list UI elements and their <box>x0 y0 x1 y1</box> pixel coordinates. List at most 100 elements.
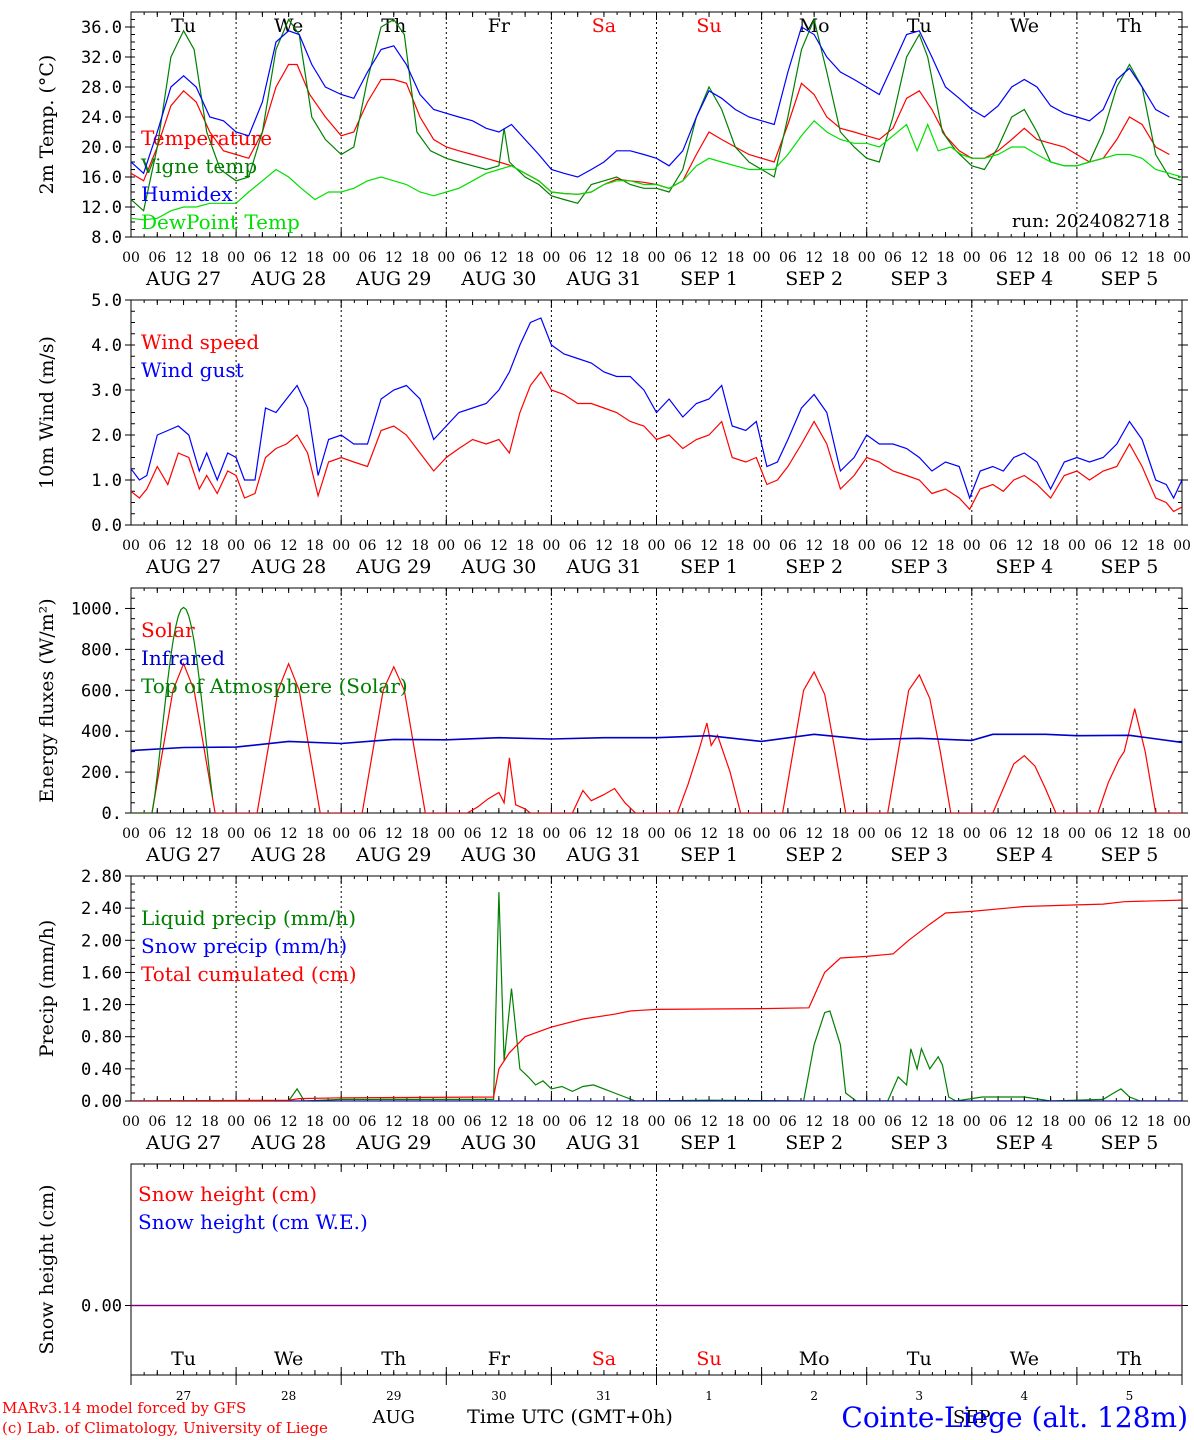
date-label: AUG 29 <box>355 844 431 866</box>
hour-tick-label: 12 <box>175 250 193 266</box>
hour-tick-label: 12 <box>280 538 298 554</box>
series-line-dewpoint-temp <box>131 119 1182 221</box>
date-label: SEP 5 <box>1101 1132 1159 1154</box>
date-label: AUG 29 <box>355 1132 431 1154</box>
day-number-label: 27 <box>176 1389 191 1403</box>
day-number-label: 30 <box>491 1389 506 1403</box>
hour-tick-label: 18 <box>306 250 324 266</box>
date-label: SEP 4 <box>995 844 1053 866</box>
hour-tick-label: 12 <box>910 1114 928 1130</box>
hour-tick-label: 18 <box>306 826 324 842</box>
series-line-wind-speed <box>131 370 1182 513</box>
hour-tick-label: 18 <box>1042 826 1060 842</box>
day-number-label: 31 <box>596 1389 611 1403</box>
hour-tick-label: 12 <box>805 250 823 266</box>
hour-tick-label: 06 <box>1094 250 1112 266</box>
hour-tick-label: 12 <box>490 538 508 554</box>
date-label: SEP 3 <box>890 268 948 290</box>
chart-panel-4: 0.00 0.40 0.80 1.20 1.60 2.00 2.40 2.80 Precip (… <box>36 867 1191 1154</box>
hour-tick-label: 18 <box>726 826 744 842</box>
y-tick-label: 5.0 <box>91 291 122 311</box>
date-label: AUG 31 <box>565 1132 641 1154</box>
hour-tick-label: 00 <box>1173 1114 1191 1130</box>
hour-tick-label: 12 <box>910 826 928 842</box>
series-line-total-cumulated-cm <box>131 899 1182 1101</box>
day-name-label: We <box>1010 1348 1039 1370</box>
date-label: AUG 28 <box>250 1132 326 1154</box>
y-tick-label: 12.0 <box>81 198 122 218</box>
y-tick-label: 8.0 <box>91 228 122 248</box>
hour-tick-label: 06 <box>569 1114 587 1130</box>
date-label: AUG 29 <box>355 556 431 578</box>
y-tick-label: 0. <box>102 804 122 824</box>
hour-tick-label: 06 <box>674 250 692 266</box>
day-name-label: Th <box>1117 1348 1142 1370</box>
hour-tick-label: 12 <box>385 250 403 266</box>
hour-tick-label: 00 <box>753 826 771 842</box>
chart-panel-5: 0.00 Snow height (cm) Tu We Th Fr Sa Su Mo Tu We Th… <box>36 1163 1188 1428</box>
hour-tick-label: 00 <box>963 1114 981 1130</box>
day-number-label: 1 <box>705 1389 713 1403</box>
hour-tick-label: 00 <box>437 250 455 266</box>
date-label: SEP 4 <box>995 1132 1053 1154</box>
day-name-label: Su <box>696 1348 721 1370</box>
day-name-label: Su <box>696 15 721 37</box>
date-label: SEP 2 <box>785 844 843 866</box>
y-tick-label: 4.0 <box>91 336 122 356</box>
hour-tick-label: 12 <box>1015 250 1033 266</box>
y-tick-label: 200. <box>81 763 122 783</box>
hour-tick-label: 18 <box>411 826 429 842</box>
hour-tick-label: 18 <box>411 250 429 266</box>
date-label: AUG 27 <box>145 556 221 578</box>
hour-tick-label: 06 <box>674 538 692 554</box>
hour-tick-label: 00 <box>963 826 981 842</box>
legend-entry: Wind gust <box>141 358 244 382</box>
day-name-label: Mo <box>799 15 830 37</box>
legend-entry: Total cumulated (cm) <box>141 962 357 986</box>
hour-tick-label: 06 <box>884 538 902 554</box>
chart-panel-2: 0.0 1.0 2.0 3.0 4.0 5.0 10m Wind (m/s) 00 06 12 18… <box>36 291 1191 578</box>
y-tick-label: 2.40 <box>81 899 122 919</box>
hour-tick-label: 12 <box>700 1114 718 1130</box>
hour-tick-label: 06 <box>884 250 902 266</box>
hour-tick-label: 12 <box>175 538 193 554</box>
hour-tick-label: 12 <box>490 826 508 842</box>
hour-tick-label: 06 <box>674 826 692 842</box>
date-label: AUG 28 <box>250 268 326 290</box>
series-line-temperature <box>131 63 1170 195</box>
date-label: SEP 1 <box>680 268 738 290</box>
y-tick-label: 1.0 <box>91 471 122 491</box>
date-label: SEP 5 <box>1101 844 1159 866</box>
hour-tick-label: 06 <box>674 1114 692 1130</box>
series-line-solar <box>131 662 1182 813</box>
date-label: AUG 31 <box>565 268 641 290</box>
hour-tick-label: 00 <box>122 1114 140 1130</box>
hour-tick-label: 00 <box>753 538 771 554</box>
day-number-label: 4 <box>1021 1389 1029 1403</box>
hour-tick-label: 00 <box>227 826 245 842</box>
hour-tick-label: 00 <box>542 1114 560 1130</box>
hour-tick-label: 00 <box>437 826 455 842</box>
hour-tick-label: 00 <box>332 250 350 266</box>
hour-tick-label: 18 <box>726 1114 744 1130</box>
date-label: SEP 5 <box>1101 268 1159 290</box>
hour-tick-label: 18 <box>1147 1114 1165 1130</box>
hour-tick-label: 06 <box>253 250 271 266</box>
hour-tick-label: 00 <box>332 538 350 554</box>
date-label: SEP 2 <box>785 556 843 578</box>
series-line-top-of-atmosphere-solar <box>131 606 214 813</box>
hour-tick-label: 00 <box>227 1114 245 1130</box>
hour-tick-label: 18 <box>726 250 744 266</box>
date-label: SEP 3 <box>890 1132 948 1154</box>
y-tick-label: 1.60 <box>81 963 122 983</box>
hour-tick-label: 00 <box>1068 250 1086 266</box>
hour-tick-label: 12 <box>1121 1114 1139 1130</box>
day-name-label: Th <box>381 15 406 37</box>
date-label: SEP 2 <box>785 1132 843 1154</box>
day-name-label: Th <box>1117 15 1142 37</box>
hour-tick-label: 12 <box>595 826 613 842</box>
date-label: SEP 4 <box>995 268 1053 290</box>
hour-tick-label: 12 <box>700 826 718 842</box>
footer-credit: (c) Lab. of Climatology, University of L… <box>2 1419 328 1437</box>
hour-tick-label: 18 <box>937 250 955 266</box>
